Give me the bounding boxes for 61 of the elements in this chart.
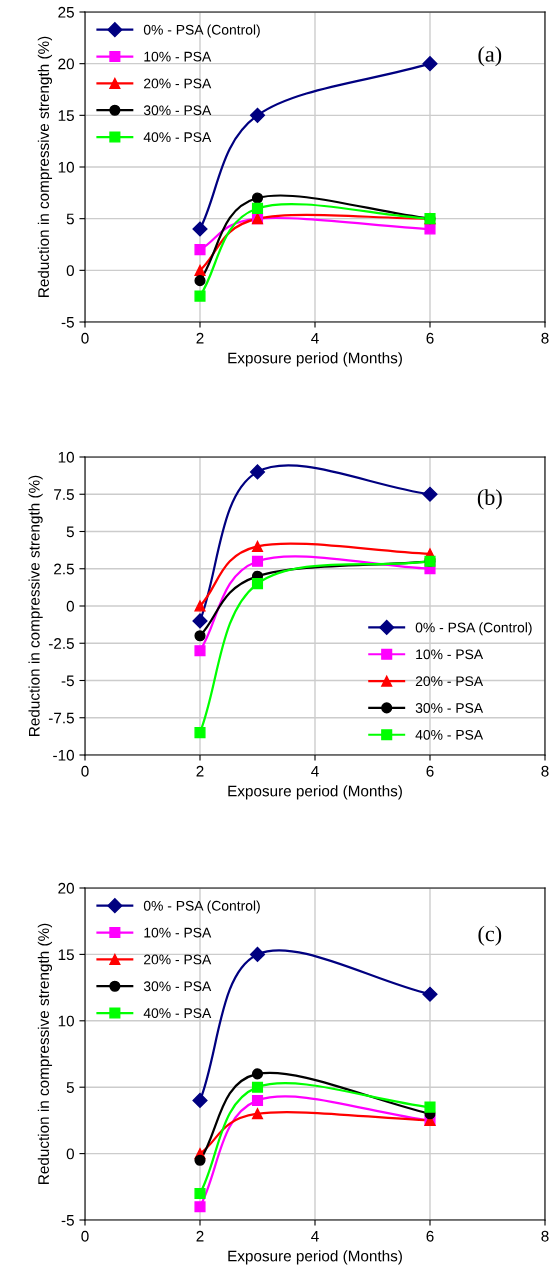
x-tick-label: 0 (81, 332, 89, 344)
legend-label: 20% - PSA (415, 676, 484, 687)
y-axis-title: Reduction in compressive strength (%) (28, 475, 43, 736)
y-tick-label: 10 (58, 1015, 74, 1027)
annotation: (c) (478, 925, 502, 946)
legend-label: 30% - PSA (415, 703, 484, 713)
x-tick-label: 0 (81, 765, 89, 777)
y-tick-label: 10 (58, 161, 74, 173)
y-tick-label: 25 (58, 6, 74, 18)
x-tick-label: 6 (426, 332, 434, 344)
y-axis-title: Reduction in compressive strength (%) (37, 923, 53, 1184)
legend-label: 10% - PSA (144, 51, 212, 62)
x-tick-label: 6 (426, 1230, 434, 1242)
y-tick-label: -2.5 (48, 638, 74, 649)
y-tick-label: -5 (61, 1215, 74, 1226)
y-tick-label: 5 (66, 213, 74, 225)
y-tick-label: 0 (66, 600, 74, 612)
y-tick-label: -10 (53, 749, 74, 761)
y-tick-label: 15 (58, 110, 74, 122)
y-tick-label: 7.5 (54, 489, 74, 500)
x-tick-label: 2 (196, 765, 204, 777)
y-axis-title: Reduction in compressive strength (%) (37, 36, 53, 297)
x-tick-label: 4 (311, 765, 319, 777)
legend-label: 40% - PSA (143, 132, 212, 143)
x-tick-label: 8 (541, 1230, 549, 1242)
legend-label: 20% - PSA (144, 78, 212, 89)
x-tick-label: 8 (541, 765, 549, 777)
y-tick-label: -5 (61, 317, 74, 328)
legend-label: 20% - PSA (144, 954, 212, 965)
x-tick-label: 4 (311, 1230, 319, 1242)
legend-label: 30% - PSA (143, 981, 212, 992)
legend-label: 0% - PSA (Control) (143, 900, 260, 914)
y-tick-label: -7.5 (48, 712, 74, 724)
y-tick-label: 20 (58, 58, 74, 70)
x-tick-label: 8 (541, 332, 549, 344)
y-tick-label: 20 (58, 882, 74, 894)
x-axis-title: Exposure period (Months) (228, 352, 402, 367)
x-axis-title: Exposure period (Months) (228, 1250, 402, 1265)
legend-label: 0% - PSA (Control) (415, 622, 532, 636)
y-tick-label: 5 (66, 1082, 74, 1093)
annotation: (b) (477, 489, 502, 510)
x-axis-title: Exposure period (Months) (228, 785, 402, 800)
y-tick-label: -5 (61, 675, 74, 687)
y-tick-label: 15 (58, 949, 74, 961)
legend-label: 0% - PSA (Control) (143, 24, 260, 38)
legend-label: 30% - PSA (143, 105, 212, 116)
x-tick-label: 6 (426, 765, 434, 777)
x-tick-label: 4 (311, 332, 319, 344)
x-tick-label: 0 (81, 1230, 89, 1242)
legend-label: 10% - PSA (416, 649, 484, 660)
legend-label: 10% - PSA (144, 927, 212, 938)
y-tick-label: 2.5 (54, 563, 74, 575)
y-tick-label: 0 (66, 265, 74, 277)
annotation: (a) (478, 46, 502, 67)
y-tick-label: 10 (58, 451, 74, 463)
y-tick-label: 0 (66, 1148, 74, 1160)
x-tick-label: 2 (196, 332, 204, 344)
y-tick-label: 5 (66, 526, 74, 538)
legend-label: 40% - PSA (415, 729, 484, 740)
legend-label: 40% - PSA (143, 1008, 212, 1019)
x-tick-label: 2 (196, 1230, 204, 1242)
